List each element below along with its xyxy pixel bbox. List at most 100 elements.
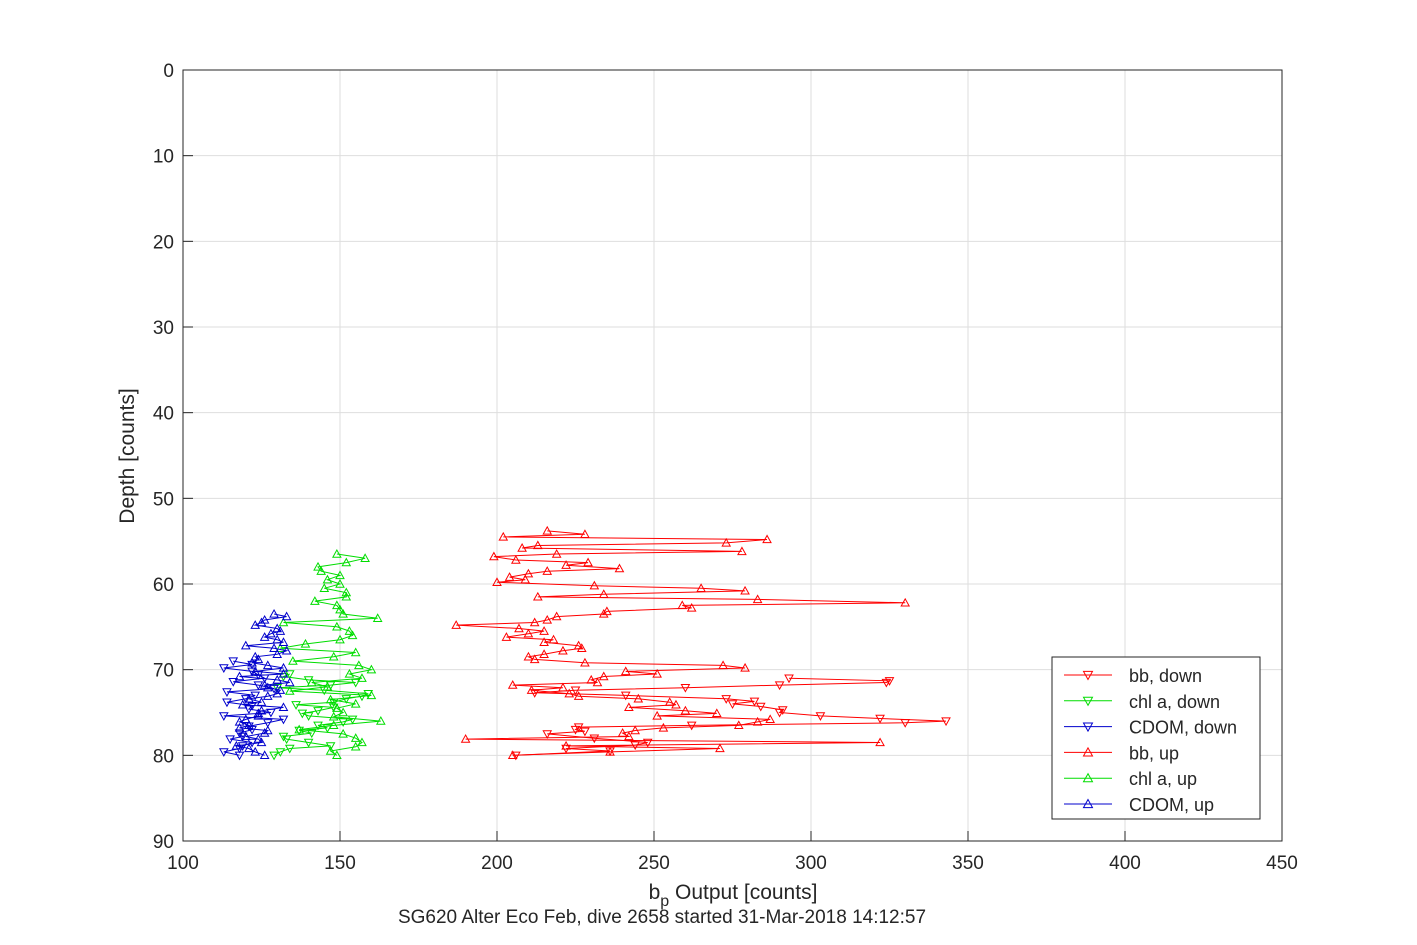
data-point: [272, 634, 283, 644]
data-point: [900, 597, 911, 607]
data-point: [297, 709, 308, 719]
data-point: [222, 688, 232, 697]
y-tick-label: 0: [163, 61, 174, 82]
data-point: [303, 738, 314, 748]
data-point: [592, 677, 603, 687]
data-point: [727, 700, 738, 709]
data-point: [696, 583, 706, 592]
data-point: [332, 621, 342, 631]
legend-label: bb, up: [1129, 743, 1179, 763]
data-point: [332, 703, 342, 712]
data-point: [218, 712, 229, 721]
data-point: [715, 743, 725, 753]
data-point: [357, 673, 367, 682]
data-point: [671, 699, 681, 709]
data-point: [269, 751, 279, 761]
data-point: [335, 634, 345, 644]
data-point: [542, 566, 553, 575]
data-point: [642, 738, 653, 748]
legend-marker: [1082, 798, 1094, 809]
data-point: [350, 733, 361, 742]
data-point: [752, 716, 763, 726]
data-point: [542, 614, 553, 624]
data-point: [284, 686, 295, 695]
data-point: [507, 750, 518, 760]
data-point: [347, 630, 358, 640]
data-point: [278, 732, 289, 742]
data-point: [583, 557, 593, 567]
data-point: [247, 660, 257, 670]
series-bb-up: [451, 525, 911, 760]
data-point: [570, 686, 581, 696]
data-point: [256, 705, 267, 715]
data-point: [680, 705, 691, 715]
data-point: [598, 589, 609, 598]
data-point: [529, 617, 540, 627]
data-point: [561, 560, 571, 569]
data-point: [492, 577, 502, 586]
legend-entry: CDOM, up: [1064, 795, 1214, 815]
data-point: [335, 570, 345, 580]
data-point: [510, 554, 521, 564]
data-point: [815, 712, 826, 721]
data-point: [269, 643, 279, 652]
data-point: [711, 708, 722, 718]
chart-caption: SG620 Alter Eco Feb, dive 2658 started 3…: [398, 907, 926, 928]
data-point: [284, 670, 295, 679]
data-point: [652, 668, 662, 678]
data-point: [288, 656, 298, 665]
y-tick-label: 10: [153, 147, 174, 168]
data-point: [240, 640, 251, 650]
legend-label: chl a, down: [1129, 692, 1220, 712]
data-point: [586, 674, 597, 684]
data-point: [272, 649, 283, 658]
data-point: [234, 729, 245, 739]
data-point: [532, 591, 543, 601]
data-point: [630, 725, 641, 735]
data-point: [228, 657, 239, 667]
data-point: [338, 718, 348, 727]
data-point: [489, 551, 499, 561]
data-point: [617, 728, 628, 737]
data-point: [313, 721, 323, 731]
data-point: [561, 740, 571, 750]
data-point: [244, 720, 254, 730]
data-point: [234, 722, 245, 732]
data-point: [338, 728, 348, 738]
y-tick-label: 80: [153, 746, 174, 767]
data-point: [341, 557, 352, 567]
y-tick-label: 90: [153, 832, 174, 853]
legend-label: CDOM, up: [1129, 795, 1214, 815]
data-point: [875, 737, 885, 747]
series-line: [223, 660, 284, 756]
data-point: [765, 714, 776, 724]
series-line: [280, 553, 381, 756]
data-point: [262, 719, 273, 728]
data-point: [614, 563, 625, 573]
legend-label: chl a, up: [1129, 769, 1197, 789]
data-point: [558, 645, 568, 655]
data-point: [526, 685, 537, 694]
data-point: [237, 732, 248, 742]
data-point: [576, 643, 587, 652]
data-point: [523, 568, 534, 578]
data-point: [602, 606, 612, 616]
data-point: [225, 735, 235, 745]
y-tick-label: 40: [153, 404, 174, 425]
data-point: [733, 720, 744, 730]
plot-frame: [182, 69, 1283, 842]
data-point: [244, 743, 254, 753]
data-point: [234, 671, 245, 681]
data-point: [335, 604, 345, 614]
x-tick-label: 300: [795, 853, 827, 874]
x-axis-label-rest: Output [counts]: [669, 881, 817, 904]
data-point: [501, 632, 512, 641]
data-point: [749, 697, 760, 707]
data-point: [573, 723, 584, 733]
data-point: [620, 691, 631, 701]
data-point: [244, 693, 254, 703]
data-point: [250, 666, 261, 676]
data-point: [686, 721, 697, 731]
data-point: [624, 702, 634, 712]
data-point: [275, 643, 286, 652]
